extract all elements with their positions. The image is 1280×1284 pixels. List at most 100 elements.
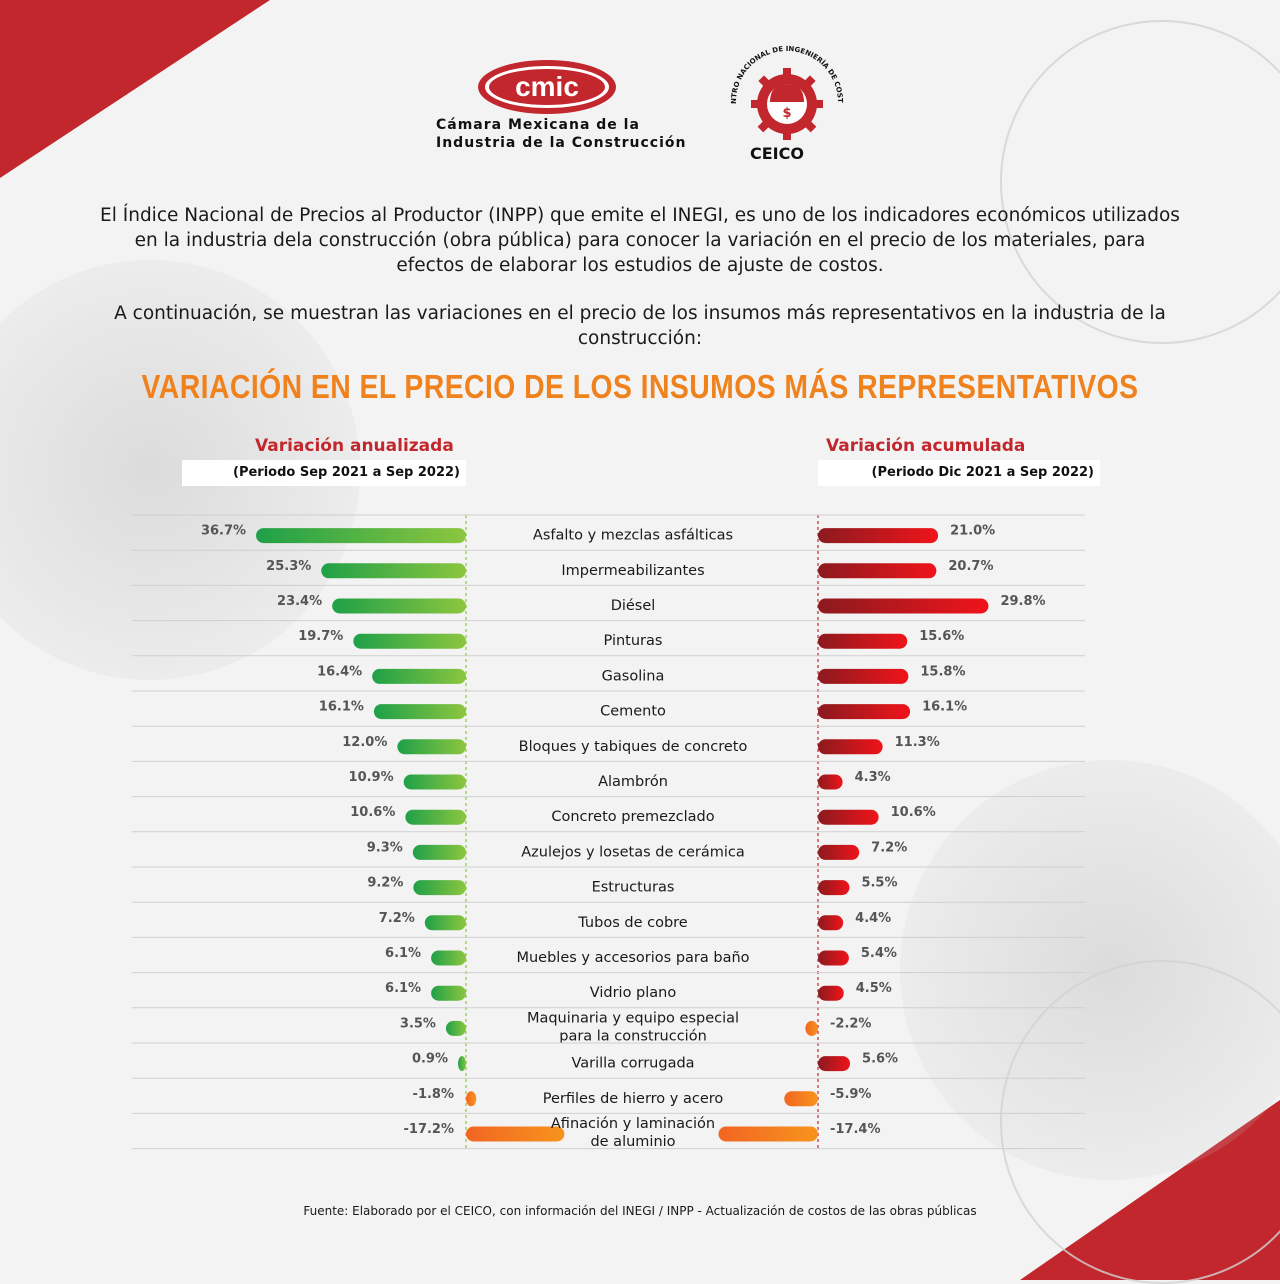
bar-accumulated xyxy=(818,633,908,649)
bar-annualized xyxy=(445,1020,466,1036)
bar-annualized xyxy=(405,809,466,825)
category-label: Gasolina xyxy=(602,668,665,684)
bar-accumulated xyxy=(818,598,989,614)
data-label-annualized: 9.2% xyxy=(367,876,403,891)
category-label: Pinturas xyxy=(604,633,663,649)
data-label-accumulated: 7.2% xyxy=(871,840,907,855)
bar-annualized xyxy=(397,739,466,755)
bar-annualized xyxy=(372,668,466,684)
bar-annualized xyxy=(403,774,466,790)
data-label-annualized: 6.1% xyxy=(385,981,421,996)
bar-annualized xyxy=(353,633,466,649)
bar-accumulated xyxy=(818,528,939,544)
category-label: Afinación y laminación de aluminio xyxy=(551,1116,715,1150)
data-label-annualized: -1.8% xyxy=(413,1087,454,1102)
data-label-accumulated: -17.4% xyxy=(830,1122,881,1137)
data-label-annualized: 3.5% xyxy=(400,1016,436,1031)
category-label: Asfalto y mezclas asfálticas xyxy=(533,528,733,544)
data-label-annualized: 19.7% xyxy=(298,629,343,644)
data-label-annualized: 10.6% xyxy=(350,805,395,820)
cmic-name-line2: Industria de la Construcción xyxy=(436,135,687,151)
category-label: Diésel xyxy=(611,598,656,614)
data-label-annualized: 36.7% xyxy=(201,524,246,539)
category-label: Concreto premezclado xyxy=(551,809,714,825)
data-label-annualized: 0.9% xyxy=(412,1052,448,1067)
cmic-logo: cmic xyxy=(478,60,616,114)
bar-annualized xyxy=(431,985,466,1001)
bar-accumulated xyxy=(818,774,843,790)
bar-accumulated xyxy=(818,950,849,966)
ceico-symbol: $ xyxy=(782,106,791,121)
category-label: Muebles y accesorios para baño xyxy=(516,950,749,966)
ceico-logo: CENTRO NACIONAL DE INGENIERÍA DE COSTOS … xyxy=(722,32,844,140)
data-label-accumulated: 21.0% xyxy=(950,524,995,539)
category-label: Vidrio plano xyxy=(590,985,677,1001)
series-period-annualized: (Periodo Sep 2021 a Sep 2022) xyxy=(182,460,466,486)
category-label: Bloques y tabiques de concreto xyxy=(519,739,748,755)
cmic-name-line1: Cámara Mexicana de la xyxy=(436,117,640,133)
data-label-accumulated: 20.7% xyxy=(948,559,993,574)
bar-accumulated xyxy=(718,1126,818,1142)
series-title-accumulated: Variación acumulada xyxy=(826,436,1026,456)
bar-accumulated xyxy=(805,1020,818,1036)
bar-accumulated xyxy=(818,915,844,931)
data-label-accumulated: 11.3% xyxy=(895,735,940,750)
data-label-accumulated: 4.3% xyxy=(855,770,891,785)
data-label-accumulated: -5.9% xyxy=(830,1087,871,1102)
bar-accumulated xyxy=(818,809,879,825)
chart-title: VARIACIÓN EN EL PRECIO DE LOS INSUMOS MÁ… xyxy=(141,368,1139,405)
bar-accumulated xyxy=(818,985,844,1001)
category-label: Varilla corrugada xyxy=(571,1056,694,1072)
category-label: Alambrón xyxy=(598,774,668,790)
data-label-annualized: 6.1% xyxy=(385,946,421,961)
data-label-accumulated: -2.2% xyxy=(830,1016,871,1031)
data-label-accumulated: 29.8% xyxy=(1000,594,1045,609)
category-label: Maquinaria y equipo especial para la cons… xyxy=(527,1010,739,1044)
bar-annualized xyxy=(466,1126,565,1142)
bar-annualized xyxy=(412,844,466,860)
bar-accumulated xyxy=(818,739,883,755)
bar-annualized xyxy=(424,915,466,931)
data-label-accumulated: 10.6% xyxy=(891,805,936,820)
category-label: Impermeabilizantes xyxy=(561,563,704,579)
bar-annualized xyxy=(332,598,466,614)
header-logos: cmic Cámara Mexicana de la Industria de … xyxy=(0,32,1280,190)
bar-accumulated xyxy=(818,668,909,684)
bar-annualized xyxy=(321,563,466,579)
category-label: Azulejos y losetas de cerámica xyxy=(521,844,745,860)
data-label-annualized: 7.2% xyxy=(379,911,415,926)
bar-annualized xyxy=(256,528,466,544)
bar-annualized xyxy=(413,880,466,896)
category-label: Cemento xyxy=(600,704,666,720)
data-label-annualized: 16.1% xyxy=(319,700,364,715)
data-label-accumulated: 15.8% xyxy=(920,664,965,679)
bar-annualized xyxy=(458,1056,466,1072)
data-label-accumulated: 4.4% xyxy=(855,911,891,926)
ceico-label: CEICO xyxy=(750,144,804,163)
series-title-annualized: Variación anualizada xyxy=(255,436,454,456)
intro-paragraph-1: El Índice Nacional de Precios al Product… xyxy=(100,205,1180,276)
data-label-accumulated: 5.6% xyxy=(862,1052,898,1067)
data-label-accumulated: 16.1% xyxy=(922,700,967,715)
category-label: Tubos de cobre xyxy=(577,915,688,931)
data-label-accumulated: 4.5% xyxy=(856,981,892,996)
bar-accumulated xyxy=(818,844,860,860)
data-label-accumulated: 5.4% xyxy=(861,946,897,961)
bar-accumulated xyxy=(818,704,911,720)
bar-accumulated xyxy=(818,1056,851,1072)
bar-accumulated xyxy=(818,880,850,896)
data-label-annualized: 9.3% xyxy=(367,840,403,855)
cmic-mark: cmic xyxy=(515,71,579,102)
bar-annualized xyxy=(466,1091,477,1107)
bar-annualized xyxy=(431,950,466,966)
data-label-annualized: 16.4% xyxy=(317,664,362,679)
data-label-accumulated: 5.5% xyxy=(861,876,897,891)
data-label-annualized: 23.4% xyxy=(277,594,322,609)
intro-paragraph-2: A continuación, se muestran las variacio… xyxy=(114,303,1166,349)
data-label-accumulated: 15.6% xyxy=(919,629,964,644)
data-label-annualized: 25.3% xyxy=(266,559,311,574)
category-label: Perfiles de hierro y acero xyxy=(543,1091,724,1107)
source-note: Fuente: Elaborado por el CEICO, con info… xyxy=(303,1204,977,1218)
data-label-annualized: 10.9% xyxy=(349,770,394,785)
